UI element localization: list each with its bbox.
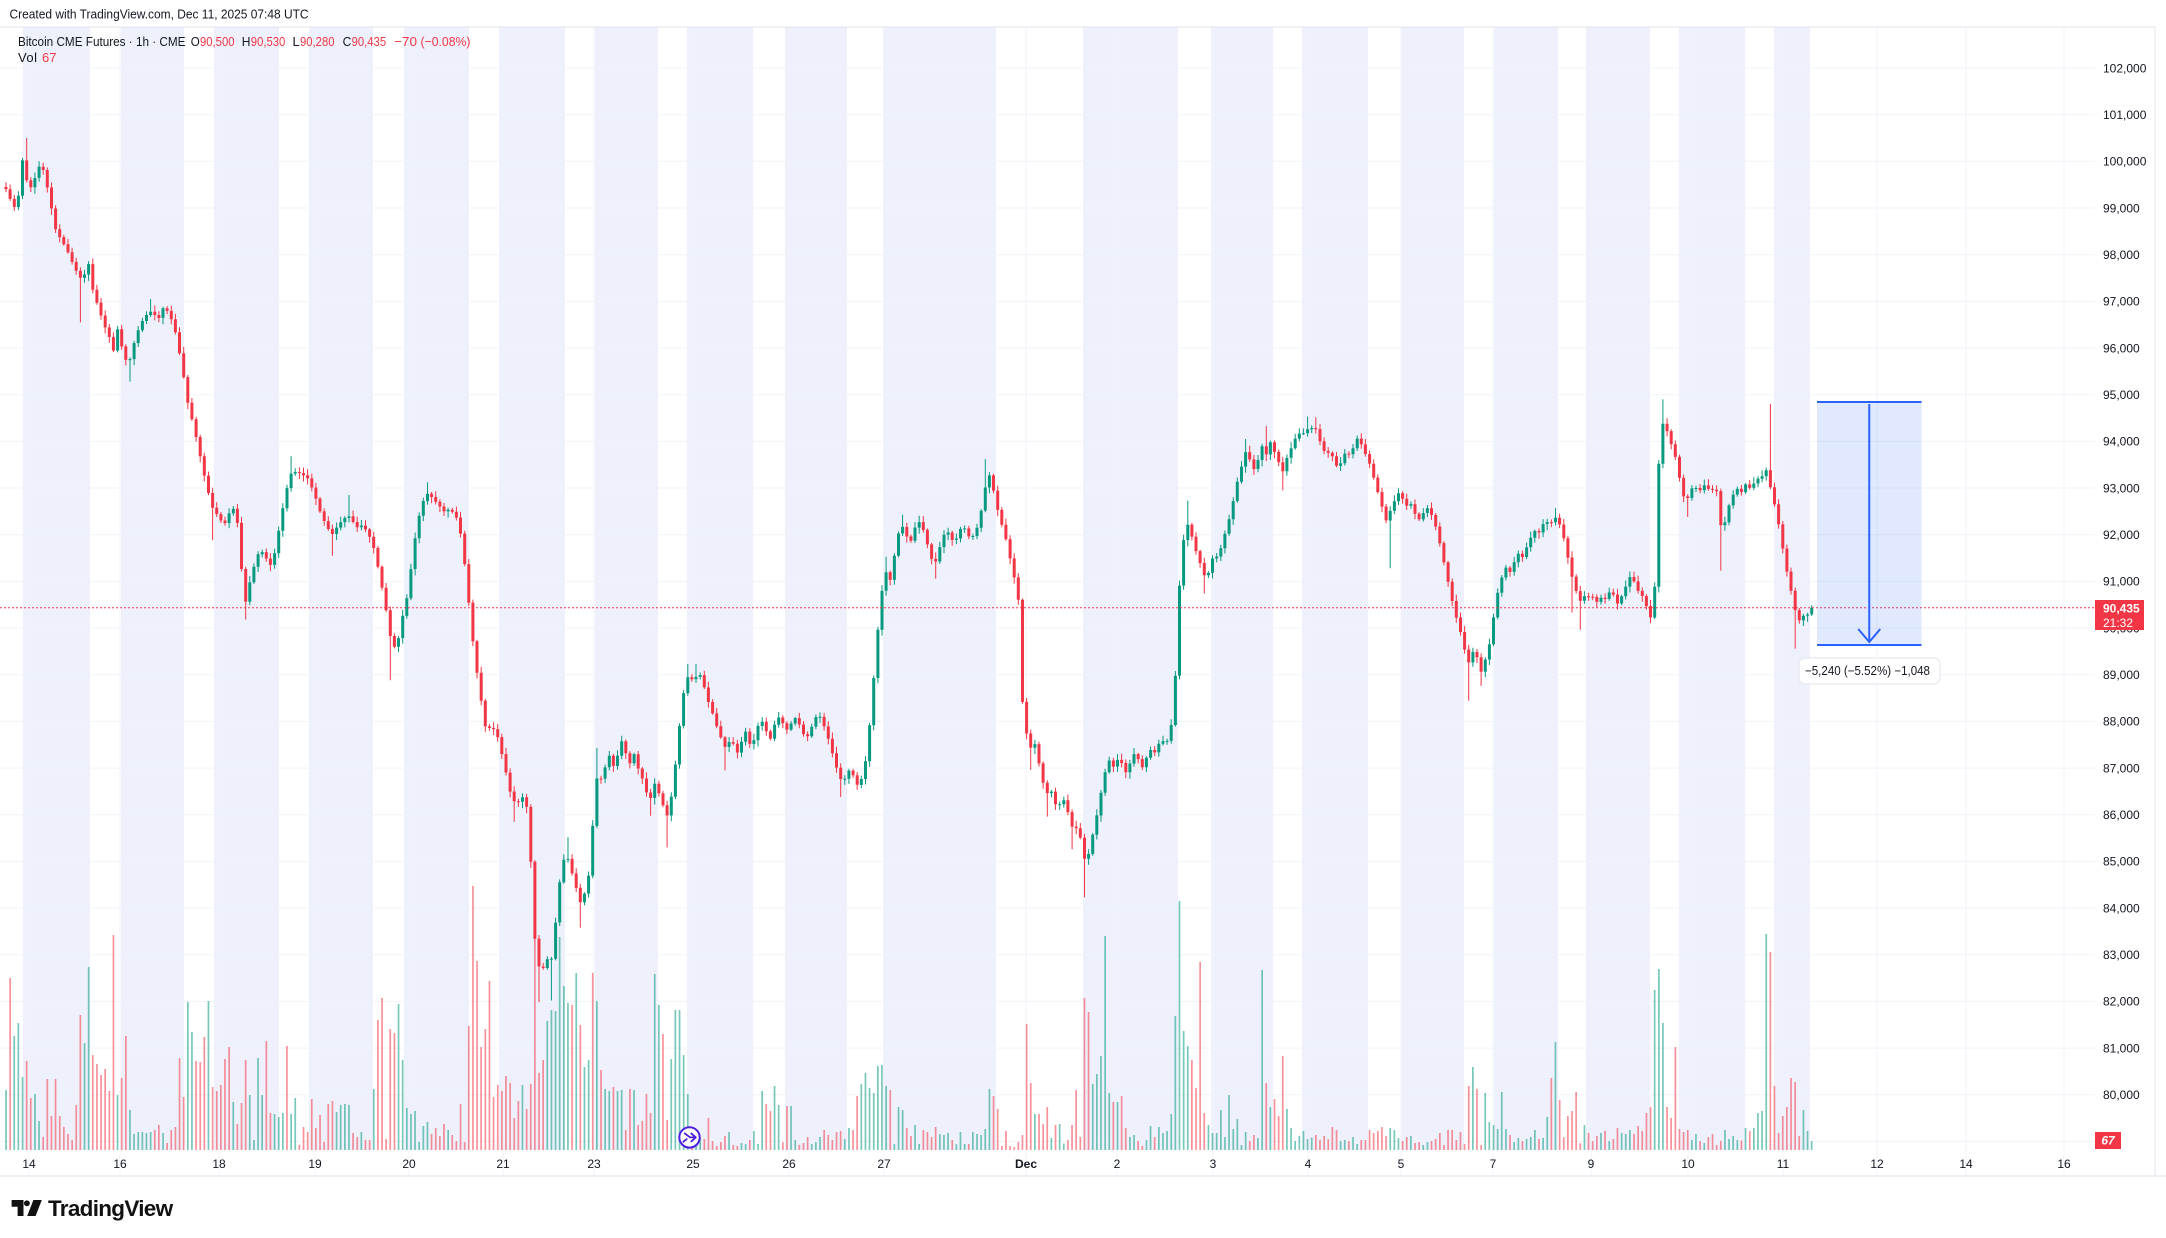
svg-text:10: 10 <box>1681 1157 1695 1171</box>
svg-text:Bitcoin CME Futures · 1h · CME: Bitcoin CME Futures · 1h · CME <box>18 34 186 49</box>
svg-text:89,000: 89,000 <box>2103 668 2140 682</box>
svg-text:16: 16 <box>113 1157 127 1171</box>
svg-text:C: C <box>343 34 352 49</box>
svg-text:85,000: 85,000 <box>2103 855 2140 869</box>
svg-text:Vol: Vol <box>18 50 37 65</box>
svg-text:27: 27 <box>877 1157 891 1171</box>
svg-text:Created with TradingView.com,: Created with TradingView.com, Dec 11, 20… <box>10 7 309 22</box>
svg-text:90,280: 90,280 <box>300 34 335 49</box>
svg-text:3: 3 <box>1210 1157 1217 1171</box>
svg-text:12: 12 <box>1870 1157 1884 1171</box>
svg-text:67: 67 <box>42 50 56 65</box>
svg-text:90,435: 90,435 <box>2103 602 2140 616</box>
svg-text:L: L <box>293 34 300 49</box>
svg-text:23: 23 <box>587 1157 601 1171</box>
svg-text:18: 18 <box>212 1157 226 1171</box>
svg-text:4: 4 <box>1305 1157 1312 1171</box>
svg-text:16: 16 <box>2057 1157 2071 1171</box>
svg-text:97,000: 97,000 <box>2103 295 2140 309</box>
svg-text:14: 14 <box>1959 1157 1973 1171</box>
svg-text:81,000: 81,000 <box>2103 1041 2140 1055</box>
svg-text:94,000: 94,000 <box>2103 435 2140 449</box>
svg-text:19: 19 <box>308 1157 322 1171</box>
svg-text:82,000: 82,000 <box>2103 995 2140 1009</box>
svg-text:−5,240 (−5.52%) −1,048: −5,240 (−5.52%) −1,048 <box>1805 664 1930 678</box>
svg-text:98,000: 98,000 <box>2103 248 2140 262</box>
svg-text:(−0.08%): (−0.08%) <box>421 34 471 49</box>
svg-text:26: 26 <box>782 1157 796 1171</box>
svg-text:83,000: 83,000 <box>2103 948 2140 962</box>
svg-text:102,000: 102,000 <box>2103 61 2147 75</box>
svg-text:99,000: 99,000 <box>2103 201 2140 215</box>
svg-text:90,500: 90,500 <box>200 34 235 49</box>
svg-text:92,000: 92,000 <box>2103 528 2140 542</box>
svg-text:21: 21 <box>496 1157 510 1171</box>
svg-text:25: 25 <box>686 1157 700 1171</box>
svg-text:88,000: 88,000 <box>2103 715 2140 729</box>
svg-text:TradingView: TradingView <box>48 1196 174 1221</box>
svg-text:95,000: 95,000 <box>2103 388 2140 402</box>
svg-text:67: 67 <box>2101 1134 2116 1148</box>
svg-text:9: 9 <box>1588 1157 1595 1171</box>
svg-text:90,530: 90,530 <box>251 34 285 49</box>
svg-text:−70: −70 <box>394 34 417 49</box>
svg-text:21:32: 21:32 <box>2103 616 2133 630</box>
svg-text:7: 7 <box>1490 1157 1497 1171</box>
svg-text:93,000: 93,000 <box>2103 481 2140 495</box>
svg-text:14: 14 <box>22 1157 36 1171</box>
svg-text:5: 5 <box>1398 1157 1405 1171</box>
svg-text:11: 11 <box>1777 1157 1790 1171</box>
svg-text:20: 20 <box>402 1157 416 1171</box>
svg-text:O: O <box>191 34 200 49</box>
svg-text:80,000: 80,000 <box>2103 1088 2140 1102</box>
svg-text:101,000: 101,000 <box>2103 108 2147 122</box>
svg-text:Dec: Dec <box>1015 1157 1037 1171</box>
svg-text:86,000: 86,000 <box>2103 808 2140 822</box>
svg-text:H: H <box>242 34 251 49</box>
svg-text:96,000: 96,000 <box>2103 341 2140 355</box>
svg-text:2: 2 <box>1114 1157 1121 1171</box>
svg-text:91,000: 91,000 <box>2103 575 2140 589</box>
svg-text:100,000: 100,000 <box>2103 155 2147 169</box>
svg-text:87,000: 87,000 <box>2103 761 2140 775</box>
svg-text:90,435: 90,435 <box>352 34 387 49</box>
svg-text:84,000: 84,000 <box>2103 901 2140 915</box>
